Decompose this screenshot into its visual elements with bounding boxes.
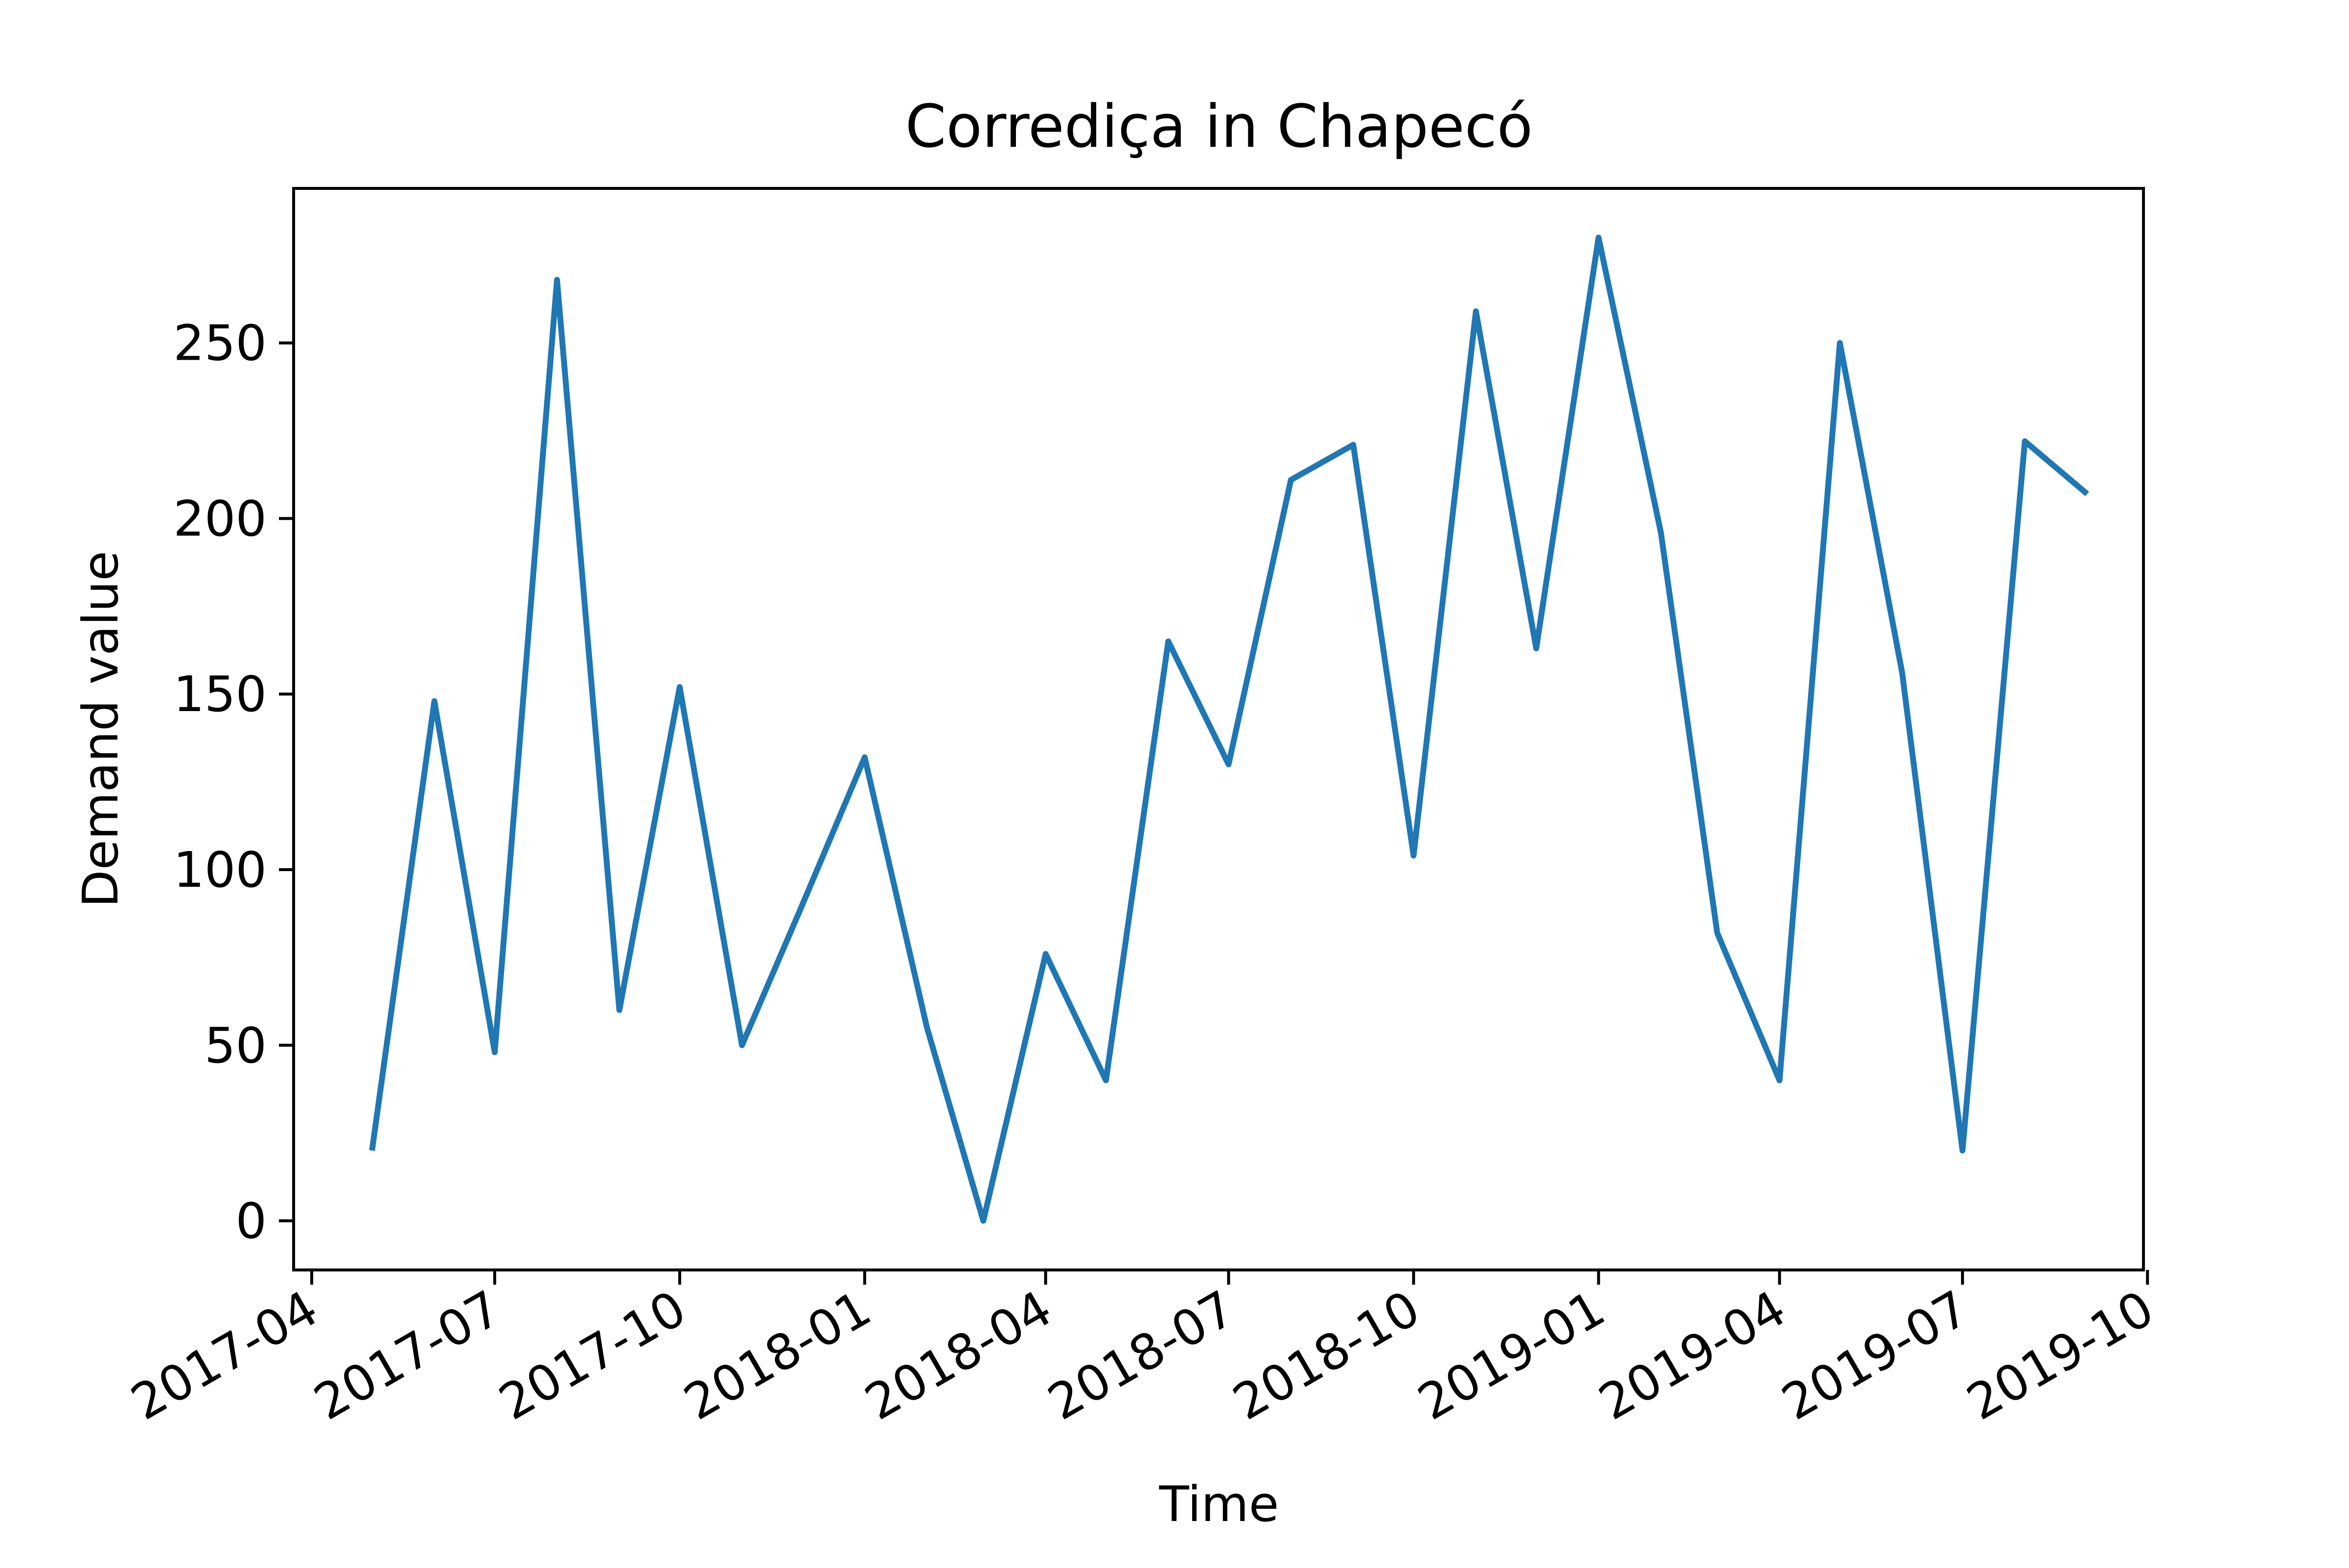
y-tick-label: 50 bbox=[205, 1017, 267, 1074]
chart-title: Corrediça in Chapecó bbox=[905, 93, 1533, 161]
y-tick-label: 250 bbox=[173, 315, 267, 372]
y-axis-label: Demand value bbox=[72, 551, 129, 907]
plot-area-frame bbox=[292, 187, 2145, 1271]
y-tick-label: 150 bbox=[173, 666, 267, 723]
x-axis-label: Time bbox=[1159, 1476, 1279, 1533]
y-tick-label: 0 bbox=[235, 1193, 267, 1250]
y-tick-label: 200 bbox=[173, 490, 267, 547]
y-axis-ticks: 0 50 100 150 200 250 bbox=[173, 315, 294, 1250]
demand-series-line bbox=[369, 234, 2089, 1224]
y-tick-label: 100 bbox=[173, 841, 267, 899]
